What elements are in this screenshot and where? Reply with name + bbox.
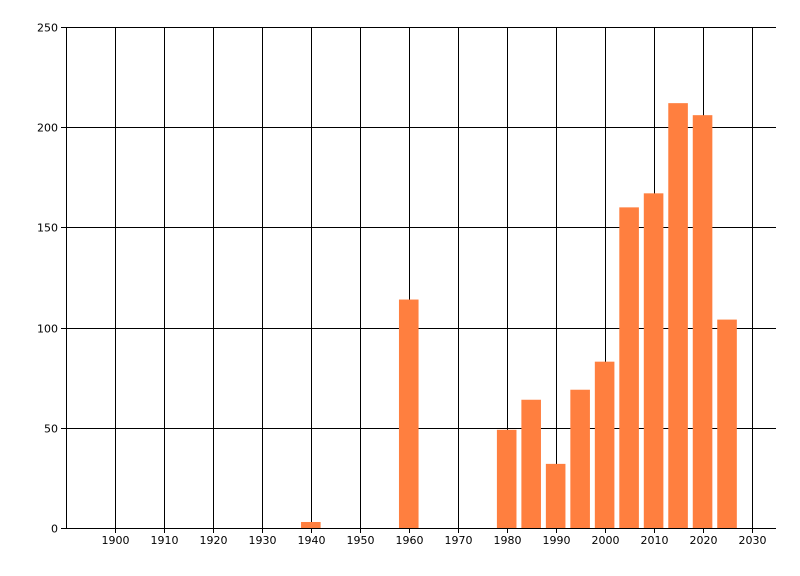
bar [301, 521, 321, 528]
x-tick-label: 1970 [445, 534, 473, 547]
x-tick-label: 2000 [592, 534, 620, 547]
x-tick-label: 1950 [347, 534, 375, 547]
y-tick-label: 200 [37, 122, 58, 135]
x-tick-label: 1980 [494, 534, 522, 547]
x-tick-label: 1960 [396, 534, 424, 547]
bar [643, 193, 664, 528]
y-tick-label: 100 [37, 323, 58, 336]
x-tick-label: 1900 [102, 534, 130, 547]
bar [570, 389, 590, 528]
bar [496, 429, 517, 528]
y-tick-label: 250 [37, 22, 58, 35]
axes [61, 27, 776, 533]
bar [692, 115, 713, 529]
x-tick-label: 2030 [739, 534, 767, 547]
y-tick-label: 50 [44, 423, 58, 436]
y-tick-label: 150 [37, 222, 58, 235]
x-tick-label: 1930 [249, 534, 277, 547]
x-tick-label: 2010 [641, 534, 669, 547]
x-tick-label: 1990 [543, 534, 571, 547]
bar [594, 361, 615, 528]
x-tick-label: 1920 [200, 534, 228, 547]
bar [619, 207, 639, 529]
bar [521, 399, 541, 528]
x-tick-label: 1910 [151, 534, 179, 547]
y-tick-label: 0 [51, 523, 58, 536]
x-tick-label: 2020 [690, 534, 718, 547]
y-tick-labels: 0 50 100 150 200 250 [37, 22, 58, 536]
bar [398, 299, 419, 528]
bars [301, 103, 737, 529]
bar [545, 463, 566, 528]
bar [717, 319, 737, 528]
x-tick-label: 1940 [298, 534, 326, 547]
bar [668, 103, 688, 528]
x-tick-labels: 1900 1910 1920 1930 1940 1950 1960 1970 1980 1990… [102, 534, 767, 547]
